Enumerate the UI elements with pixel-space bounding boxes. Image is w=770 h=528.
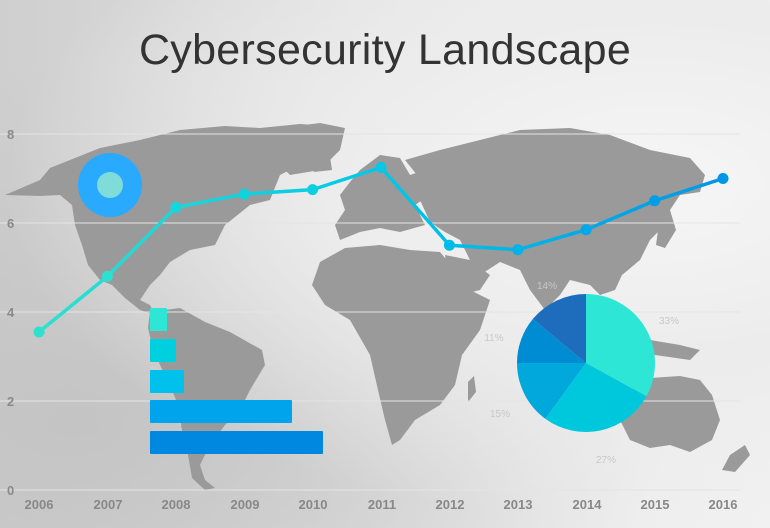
y-axis: 8 6 4 2 0 xyxy=(7,127,15,498)
bar xyxy=(150,400,292,423)
south-america-shape xyxy=(148,308,265,490)
line-data-point xyxy=(307,184,319,196)
ring-marker-icon xyxy=(78,153,142,217)
line-data-point xyxy=(717,173,729,184)
bar xyxy=(150,370,184,393)
pie-chart xyxy=(517,294,655,432)
x-tick-label: 2015 xyxy=(641,497,670,512)
pie-slice xyxy=(532,294,586,363)
page-title: Cybersecurity Landscape xyxy=(138,26,632,74)
madagascar-shape xyxy=(468,376,476,402)
y-tick-label: 2 xyxy=(7,394,14,409)
x-tick-label: 2008 xyxy=(162,497,191,512)
y-tick-label: 8 xyxy=(7,127,14,142)
new-zealand-shape xyxy=(722,445,750,472)
line-series xyxy=(33,161,729,338)
asia-shape xyxy=(405,128,705,310)
pie-label: 33% xyxy=(659,316,679,327)
x-tick-label: 2013 xyxy=(504,497,533,512)
japan-shape xyxy=(656,210,676,248)
y-tick-label: 6 xyxy=(7,216,14,231)
line-data-point xyxy=(170,201,182,213)
x-tick-label: 2011 xyxy=(368,497,396,512)
line-data-point xyxy=(375,161,387,173)
line-data-point xyxy=(443,239,455,251)
line-data-point xyxy=(101,270,113,282)
y-tick-label: 4 xyxy=(7,305,15,320)
iceland-shape xyxy=(310,157,332,172)
pie-slice xyxy=(517,319,586,363)
europe-shape xyxy=(335,155,440,240)
pie-label: 14% xyxy=(537,281,557,292)
bar xyxy=(150,431,323,454)
x-tick-label: 2016 xyxy=(709,497,738,512)
y-tick-label: 0 xyxy=(7,483,14,498)
pie-label: 15% xyxy=(490,409,510,420)
x-tick-label: 2007 xyxy=(94,497,123,512)
x-tick-label: 2014 xyxy=(573,497,603,512)
line-data-point xyxy=(33,326,45,338)
line-data-point xyxy=(580,224,592,236)
x-tick-label: 2006 xyxy=(25,497,54,512)
pie-labels: 33% 27% 15% 11% 14% xyxy=(484,281,679,466)
bar xyxy=(150,339,176,362)
pie-slice xyxy=(545,363,647,432)
x-tick-label: 2009 xyxy=(231,497,260,512)
line-data-point xyxy=(238,188,250,200)
horizontal-bar-chart xyxy=(150,308,323,454)
x-tick-label: 2010 xyxy=(299,497,328,512)
bar xyxy=(150,308,167,331)
pie-slice xyxy=(586,294,655,397)
africa-shape xyxy=(312,245,490,445)
x-axis: 2006 2007 2008 2009 2010 2011 2012 2013 … xyxy=(25,497,738,512)
line-data-point xyxy=(649,195,661,207)
pie-label: 27% xyxy=(596,455,616,466)
arabia-shape xyxy=(445,255,490,295)
line-data-point xyxy=(512,244,524,256)
pie-slice xyxy=(517,363,586,419)
pie-label: 11% xyxy=(484,333,503,344)
x-tick-label: 2012 xyxy=(436,497,465,512)
